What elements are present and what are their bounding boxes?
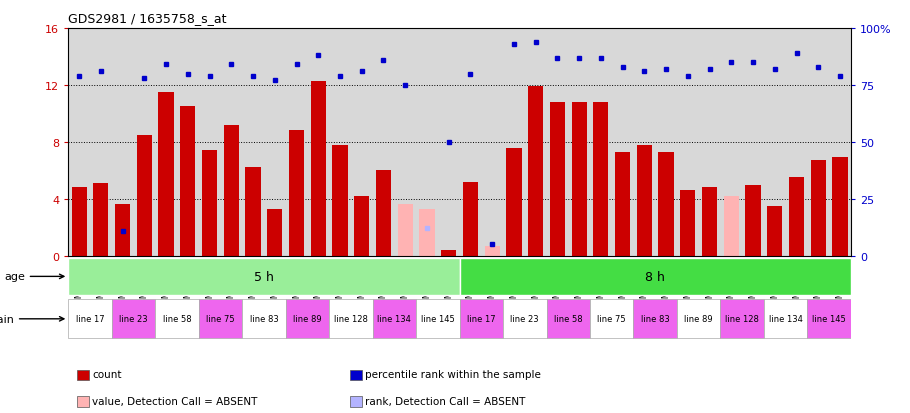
Bar bbox=[484, 246, 500, 256]
Bar bbox=[72, 188, 86, 256]
Text: line 23: line 23 bbox=[511, 315, 539, 323]
Bar bbox=[242, 299, 286, 339]
Bar bbox=[376, 171, 391, 256]
Bar bbox=[136, 135, 152, 256]
Text: line 75: line 75 bbox=[597, 315, 626, 323]
Bar bbox=[198, 299, 242, 339]
Text: line 75: line 75 bbox=[206, 315, 235, 323]
Bar bbox=[68, 258, 460, 295]
Bar bbox=[590, 299, 633, 339]
Bar bbox=[807, 299, 851, 339]
Bar bbox=[112, 299, 156, 339]
Bar bbox=[398, 205, 413, 256]
Bar bbox=[224, 126, 239, 256]
Text: line 134: line 134 bbox=[378, 315, 411, 323]
Text: line 145: line 145 bbox=[421, 315, 455, 323]
Bar bbox=[460, 299, 503, 339]
Text: line 58: line 58 bbox=[554, 315, 582, 323]
Bar bbox=[637, 145, 652, 256]
Bar bbox=[286, 299, 329, 339]
Bar bbox=[721, 299, 763, 339]
Bar bbox=[372, 299, 416, 339]
Bar bbox=[723, 197, 739, 256]
Bar bbox=[767, 206, 783, 256]
Bar bbox=[268, 209, 282, 256]
Text: value, Detection Call = ABSENT: value, Detection Call = ABSENT bbox=[92, 396, 258, 406]
Text: line 83: line 83 bbox=[249, 315, 278, 323]
Bar bbox=[763, 299, 807, 339]
Text: line 17: line 17 bbox=[467, 315, 496, 323]
Bar bbox=[528, 87, 543, 256]
Text: rank, Detection Call = ABSENT: rank, Detection Call = ABSENT bbox=[365, 396, 525, 406]
Bar bbox=[332, 145, 348, 256]
Text: line 83: line 83 bbox=[641, 315, 670, 323]
Bar bbox=[547, 299, 590, 339]
Text: count: count bbox=[92, 370, 121, 380]
Text: line 128: line 128 bbox=[334, 315, 368, 323]
Text: age: age bbox=[4, 272, 64, 282]
Bar bbox=[659, 152, 673, 256]
Text: strain: strain bbox=[0, 314, 64, 324]
Bar bbox=[416, 299, 460, 339]
Bar bbox=[789, 178, 804, 256]
Bar bbox=[833, 158, 847, 256]
Text: line 145: line 145 bbox=[813, 315, 846, 323]
Text: line 17: line 17 bbox=[76, 315, 105, 323]
Text: line 89: line 89 bbox=[684, 315, 713, 323]
Text: 5 h: 5 h bbox=[254, 270, 274, 283]
Bar bbox=[180, 107, 196, 256]
Bar bbox=[503, 299, 547, 339]
Bar bbox=[811, 161, 826, 256]
Bar bbox=[354, 197, 369, 256]
Bar bbox=[158, 93, 174, 256]
Text: percentile rank within the sample: percentile rank within the sample bbox=[365, 370, 541, 380]
Text: line 58: line 58 bbox=[163, 315, 191, 323]
Bar bbox=[202, 151, 217, 256]
Bar bbox=[288, 131, 304, 256]
Bar bbox=[156, 299, 198, 339]
Bar bbox=[460, 258, 851, 295]
Text: 8 h: 8 h bbox=[645, 270, 665, 283]
Bar bbox=[633, 299, 677, 339]
Bar bbox=[615, 152, 631, 256]
Text: line 134: line 134 bbox=[769, 315, 803, 323]
Bar bbox=[680, 191, 695, 256]
Bar bbox=[68, 299, 112, 339]
Text: line 128: line 128 bbox=[725, 315, 759, 323]
Bar bbox=[329, 299, 372, 339]
Text: line 89: line 89 bbox=[293, 315, 322, 323]
Bar bbox=[702, 188, 717, 256]
Bar bbox=[441, 250, 456, 256]
Bar bbox=[246, 168, 260, 256]
Bar bbox=[571, 103, 587, 256]
Bar bbox=[310, 81, 326, 256]
Bar bbox=[550, 103, 565, 256]
Bar bbox=[677, 299, 721, 339]
Bar bbox=[506, 148, 521, 256]
Text: GDS2981 / 1635758_s_at: GDS2981 / 1635758_s_at bbox=[68, 12, 227, 25]
Text: line 23: line 23 bbox=[119, 315, 147, 323]
Bar bbox=[745, 185, 761, 256]
Bar bbox=[115, 205, 130, 256]
Bar bbox=[93, 184, 108, 256]
Bar bbox=[463, 182, 478, 256]
Bar bbox=[420, 209, 435, 256]
Bar bbox=[593, 103, 609, 256]
